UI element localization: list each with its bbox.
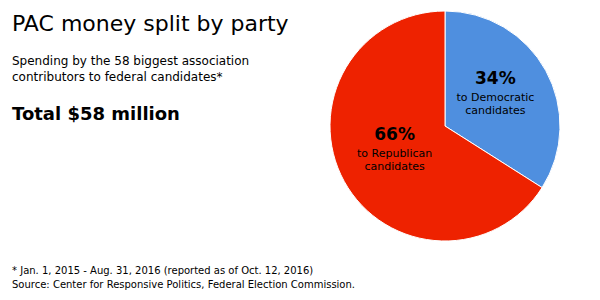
html-text:PAC money split by party: PAC money split by party bbox=[12, 11, 289, 36]
html-text:Spending by the 58 biggest ass: Spending by the 58 biggest association c… bbox=[12, 54, 250, 84]
html-text:* Jan. 1, 2015 - Aug. 31, 2016: * Jan. 1, 2015 - Aug. 31, 2016 (reported… bbox=[12, 265, 355, 290]
html-text:Total $58 million: Total $58 million bbox=[12, 103, 180, 124]
svg-text:66%to Republicancandidates: 66%to Republicancandidates bbox=[357, 124, 432, 173]
svg-text:34%to Democraticcandidates: 34%to Democraticcandidates bbox=[456, 68, 534, 117]
